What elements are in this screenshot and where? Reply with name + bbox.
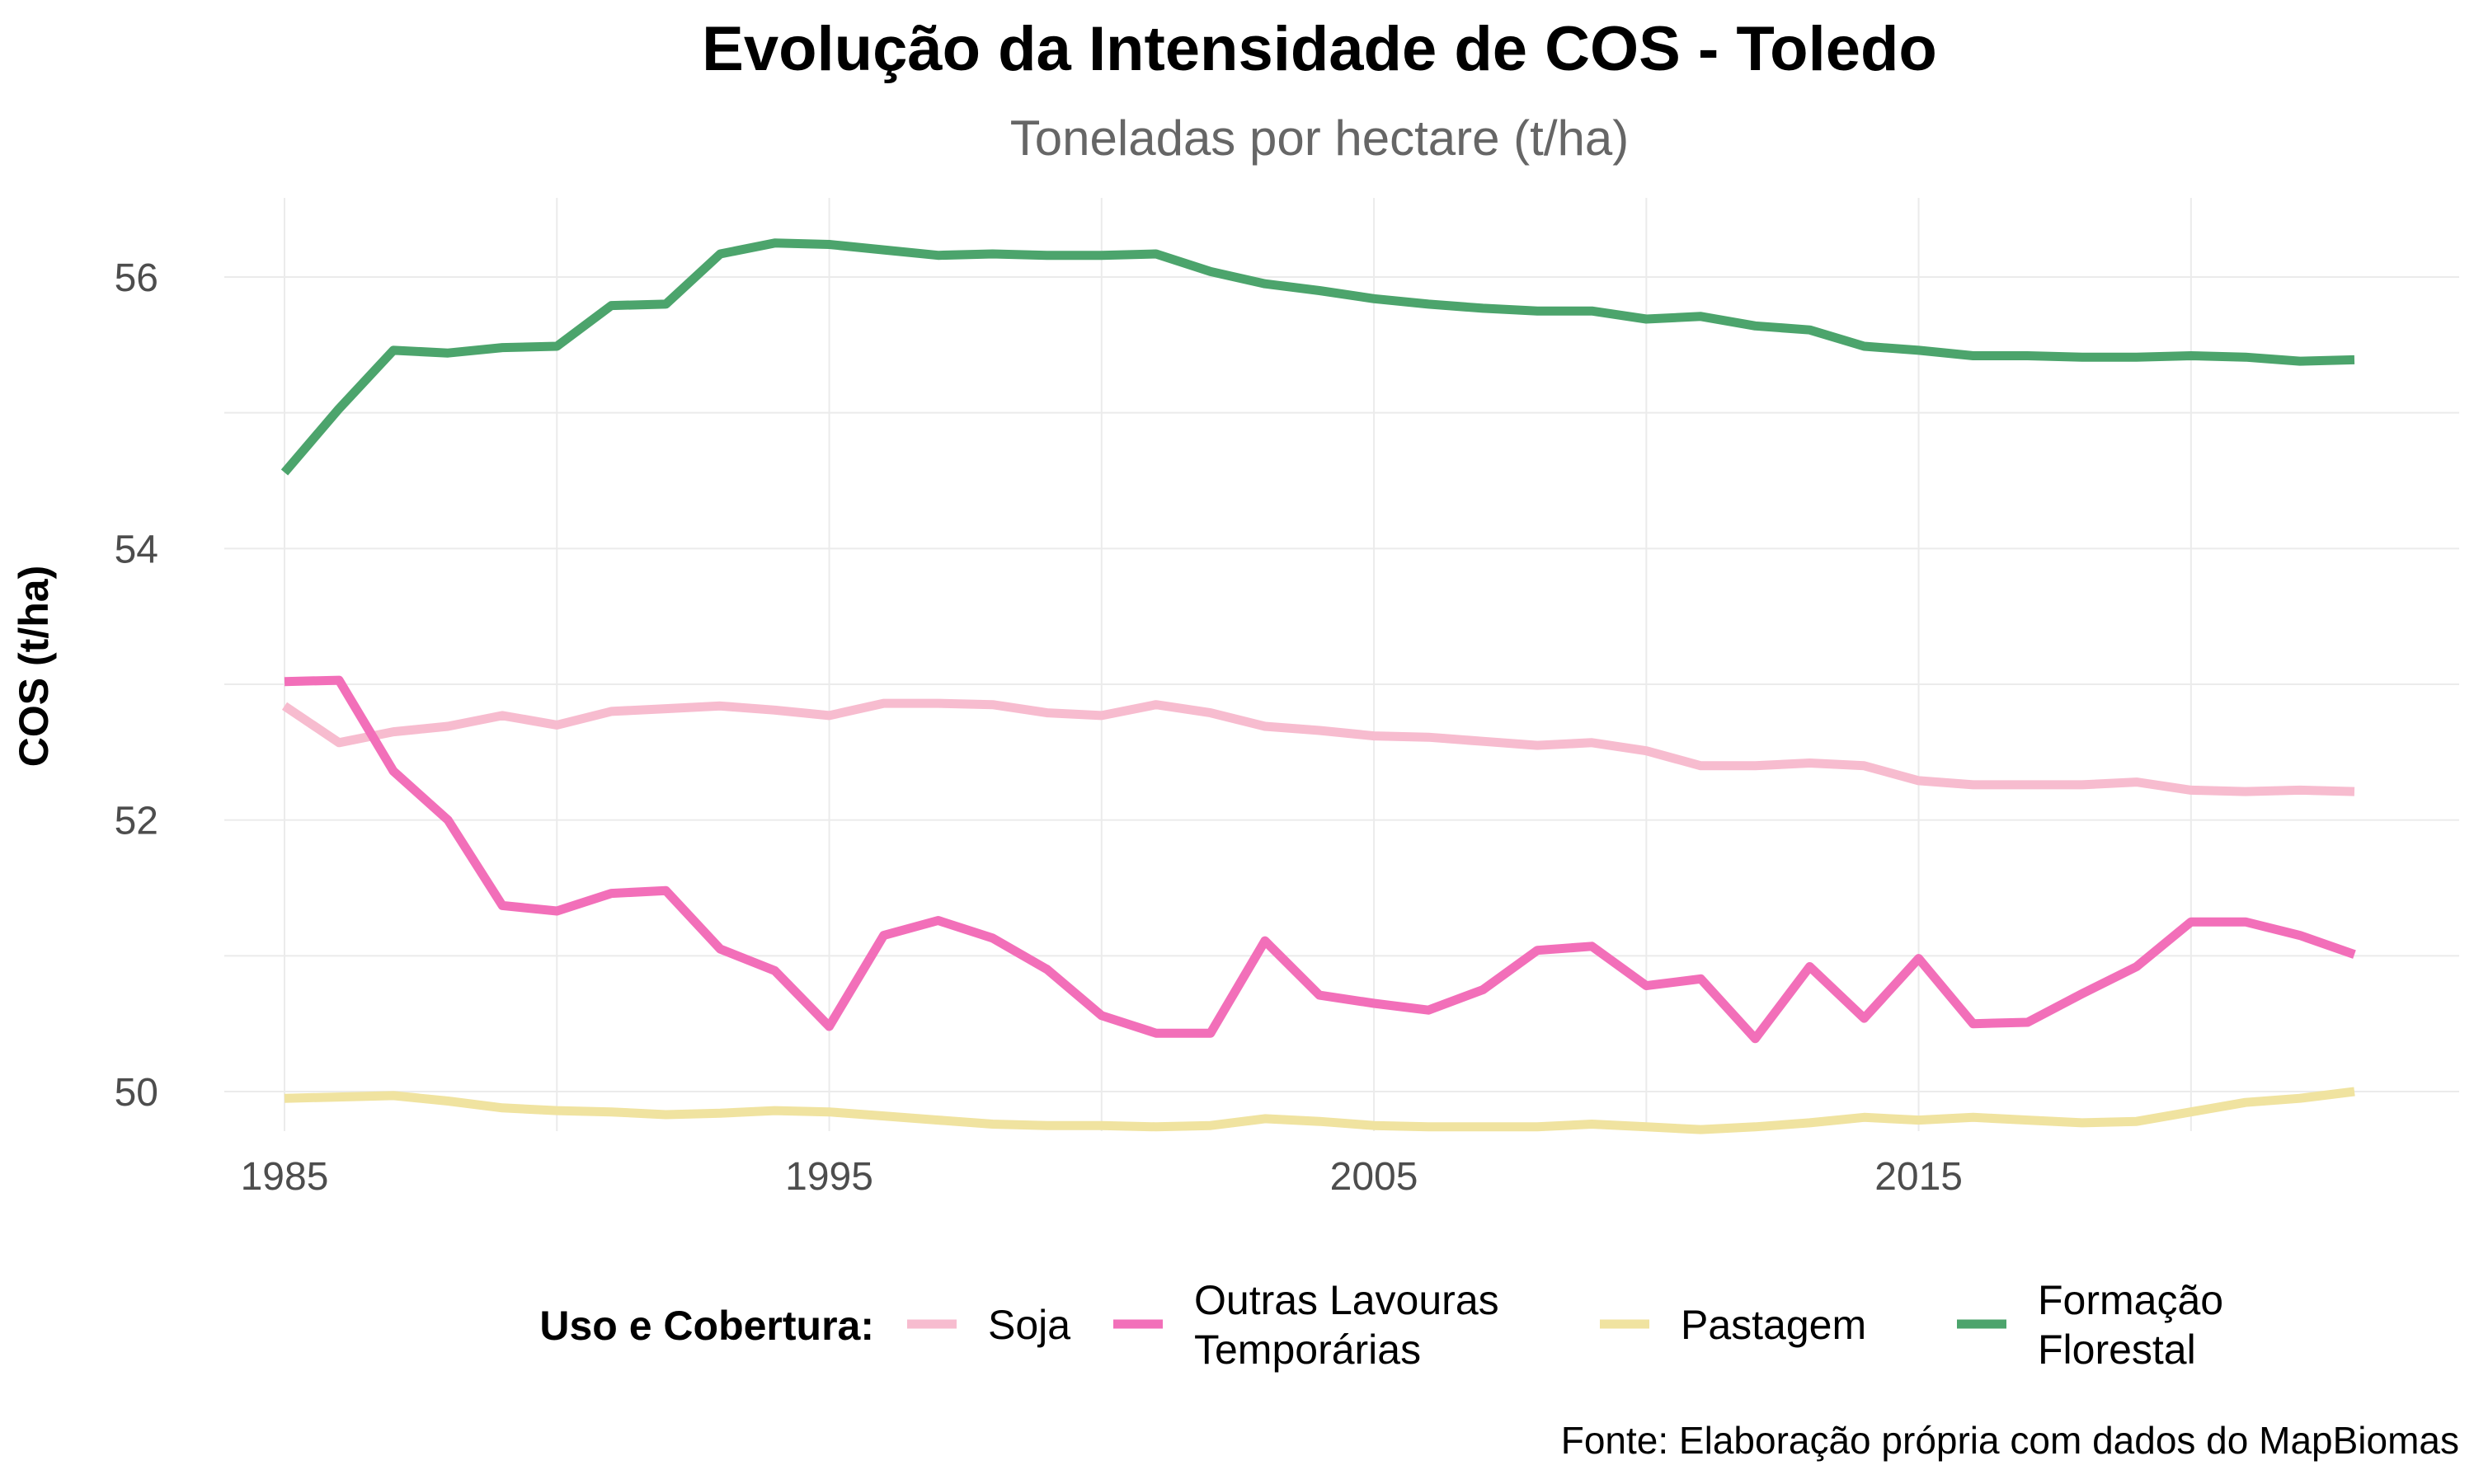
series-line-soja bbox=[281, 698, 2355, 796]
legend-title: Uso e Cobertura: bbox=[539, 1303, 874, 1349]
plot-area bbox=[280, 238, 2356, 1134]
legend-label: Temporárias bbox=[1194, 1327, 1421, 1373]
x-tick-label: 1985 bbox=[241, 1155, 329, 1199]
y-tick-label: 52 bbox=[115, 800, 158, 843]
y-axis: 50 52 54 56 bbox=[115, 256, 158, 1115]
series-line-formacao-florestal bbox=[280, 238, 2355, 476]
chart-caption: Fonte: Elaboração própria com dados do M… bbox=[1561, 1419, 2459, 1462]
series-line-pastagem bbox=[284, 1087, 2355, 1134]
y-tick-label: 56 bbox=[115, 256, 158, 300]
y-tick-label: 54 bbox=[115, 528, 158, 571]
y-axis-title: COS (t/ha) bbox=[11, 566, 57, 767]
x-tick-label: 2005 bbox=[1330, 1155, 1418, 1199]
x-axis: 1985 1995 2005 2015 bbox=[241, 1155, 1963, 1199]
series-line-outras-lavouras-temporarias bbox=[284, 675, 2356, 1044]
chart-subtitle: Toneladas por hectare (t/ha) bbox=[1010, 110, 1629, 166]
legend-label: Florestal bbox=[2038, 1327, 2196, 1373]
legend: Uso e Cobertura: Soja Outras LavourasTemp… bbox=[539, 1277, 2223, 1373]
y-tick-label: 50 bbox=[115, 1071, 158, 1115]
legend-label: Outras Lavouras bbox=[1194, 1277, 1499, 1323]
legend-label: Pastagem bbox=[1681, 1302, 1866, 1348]
x-tick-label: 2015 bbox=[1874, 1155, 1963, 1199]
grid bbox=[224, 198, 2459, 1131]
x-tick-label: 1995 bbox=[785, 1155, 873, 1199]
chart-title: Evolução da Intensidade de COS - Toledo bbox=[702, 14, 1937, 84]
legend-label: Soja bbox=[988, 1302, 1070, 1348]
legend-label: Formação bbox=[2038, 1277, 2223, 1323]
